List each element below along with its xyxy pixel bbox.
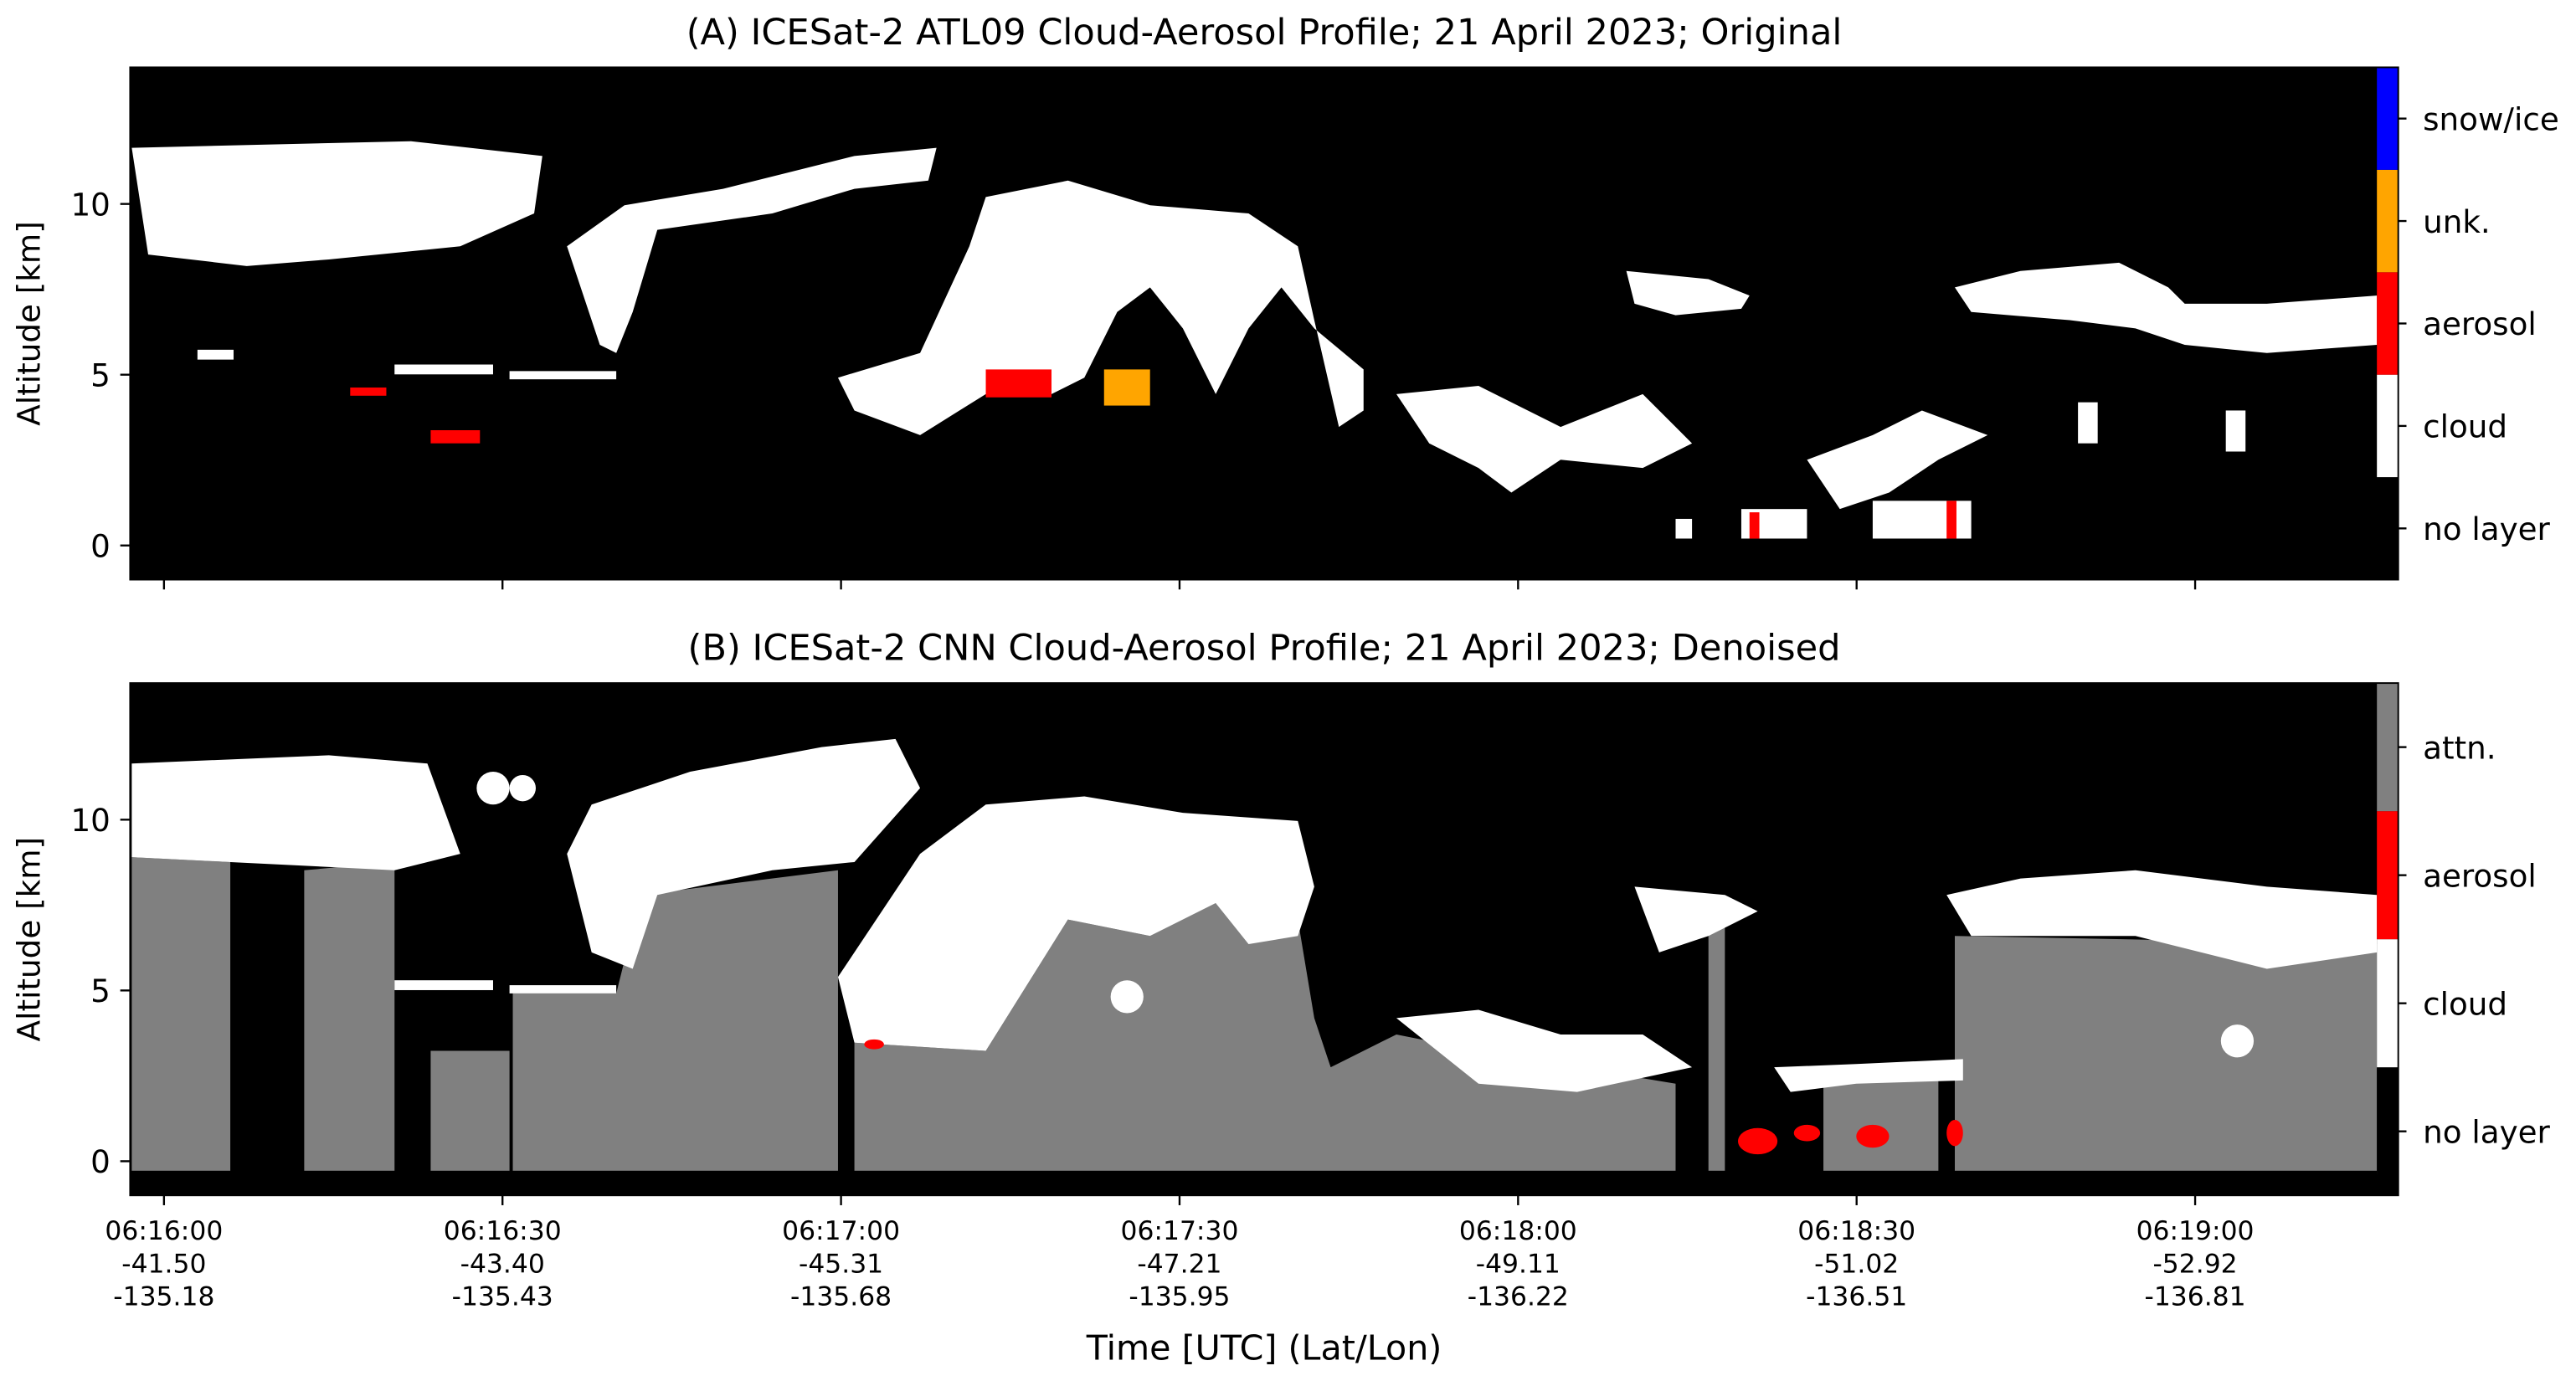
y-tick-label: 5 (90, 357, 111, 393)
cloud-layers (131, 141, 2378, 539)
x-tick-label-time: 06:16:30 (444, 1216, 562, 1246)
x-tick-label-time: 06:18:00 (1459, 1216, 1577, 1246)
colorbar-segment (2377, 374, 2399, 478)
panel-b-image (130, 683, 2399, 1196)
colorbar-segment (2377, 477, 2399, 580)
colorbar-segment (2377, 1067, 2399, 1196)
colorbar-segment (2377, 169, 2399, 273)
colorbar-segment (2377, 811, 2399, 940)
x-tick-label-time: 06:17:00 (782, 1216, 900, 1246)
y-axis-label: Altitude [km] (11, 837, 48, 1041)
plot-background (130, 67, 2399, 580)
axes-frame (129, 682, 2399, 1197)
colorbar-label: cloud (2423, 408, 2507, 445)
x-tick-label-lon: -136.81 (2145, 1282, 2246, 1312)
x-tick-label-lat: -45.31 (799, 1249, 883, 1279)
aerosol-layers (864, 1039, 1963, 1155)
x-tick-label-lon: -136.22 (1468, 1282, 1569, 1312)
x-tick-label-lon: -136.51 (1806, 1282, 1907, 1312)
colorbar-label: snow/ice (2423, 100, 2559, 137)
attenuated-regions (131, 857, 2378, 1174)
y-tick-label: 10 (70, 186, 110, 223)
x-tick-label-lon: -135.68 (790, 1282, 892, 1312)
colorbar-label: no layer (2423, 1113, 2550, 1150)
colorbar-segment (2377, 272, 2399, 375)
x-tick-label-lat: -41.50 (121, 1249, 206, 1279)
colorbar-label: no layer (2423, 511, 2550, 547)
x-tick-label-lat: -51.02 (1814, 1249, 1899, 1279)
chart-title: (B) ICESat-2 CNN Cloud-Aerosol Profile; … (688, 628, 1841, 670)
x-tick-label-time: 06:19:00 (2136, 1216, 2255, 1246)
x-tick-label-lat: -47.21 (1137, 1249, 1221, 1279)
y-tick-label: 5 (90, 973, 111, 1009)
colorbar-label: aerosol (2423, 305, 2537, 342)
cloud-layers (131, 738, 2378, 1092)
x-tick-label-time: 06:17:30 (1121, 1216, 1239, 1246)
colorbar-label: unk. (2423, 203, 2491, 240)
colorbar-segment (2377, 67, 2399, 170)
colorbar-label: aerosol (2423, 857, 2537, 894)
x-tick-label-lat: -49.11 (1476, 1249, 1561, 1279)
aerosol-layers (350, 369, 1956, 539)
x-tick-label-lon: -135.43 (452, 1282, 553, 1312)
x-tick-label-lat: -52.92 (2152, 1249, 2237, 1279)
colorbar-segment (2377, 939, 2399, 1068)
colorbar-label: attn. (2423, 729, 2496, 766)
x-tick-label-time: 06:16:00 (105, 1216, 223, 1246)
x-tick-label-lat: -43.40 (460, 1249, 545, 1279)
axes-frame (129, 66, 2399, 581)
panel-a-image (130, 67, 2399, 580)
colorbar-segment (2377, 683, 2399, 812)
y-tick-label: 10 (70, 802, 110, 839)
y-axis-label: Altitude [km] (11, 221, 48, 425)
x-tick-label-time: 06:18:30 (1797, 1216, 1915, 1246)
x-axis-label: Time [UTC] (Lat/Lon) (1086, 1327, 1442, 1368)
colorbar-label: cloud (2423, 985, 2507, 1022)
y-tick-label: 0 (90, 527, 111, 564)
y-tick-label: 0 (90, 1143, 111, 1180)
chart-title: (A) ICESat-2 ATL09 Cloud-Aerosol Profile… (686, 12, 1843, 54)
x-tick-label-lon: -135.18 (113, 1282, 214, 1312)
x-tick-label-lon: -135.95 (1129, 1282, 1230, 1312)
ground-strip (130, 1170, 2378, 1196)
